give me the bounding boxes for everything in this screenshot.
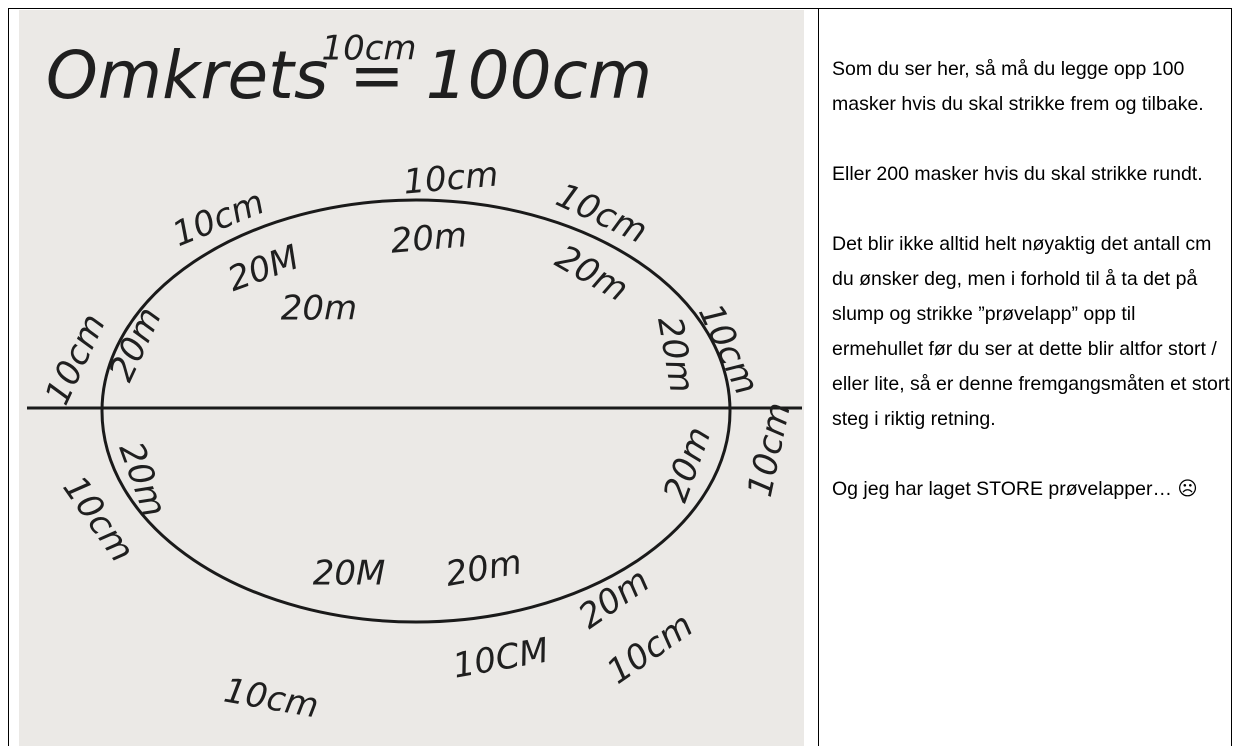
table-border (818, 8, 819, 746)
text-cell: Som du ser her, så må du legge opp 100 m… (832, 52, 1230, 542)
drawing-photo: Omkrets = 100cm 10cm10cm10cm10cm10cm10cm… (19, 10, 804, 746)
handwritten-label: 10cm (402, 154, 500, 202)
table-border (1231, 8, 1232, 746)
paragraph: Og jeg har laget STORE prøvelapper… ☹ (832, 472, 1230, 507)
paragraph: Det blir ikke alltid helt nøyaktig det a… (832, 227, 1230, 437)
table-border (8, 8, 1232, 9)
handwritten-label: 20m (281, 289, 357, 329)
paragraph: Som du ser her, så må du legge opp 100 m… (832, 52, 1230, 122)
paragraph: Eller 200 masker hvis du skal strikke ru… (832, 157, 1230, 192)
handwritten-label: 10cm (321, 29, 416, 69)
page: Omkrets = 100cm 10cm10cm10cm10cm10cm10cm… (0, 0, 1235, 746)
table-border (8, 8, 9, 746)
handwritten-label: 20m (389, 215, 469, 262)
handwritten-label: 20M (313, 554, 386, 594)
